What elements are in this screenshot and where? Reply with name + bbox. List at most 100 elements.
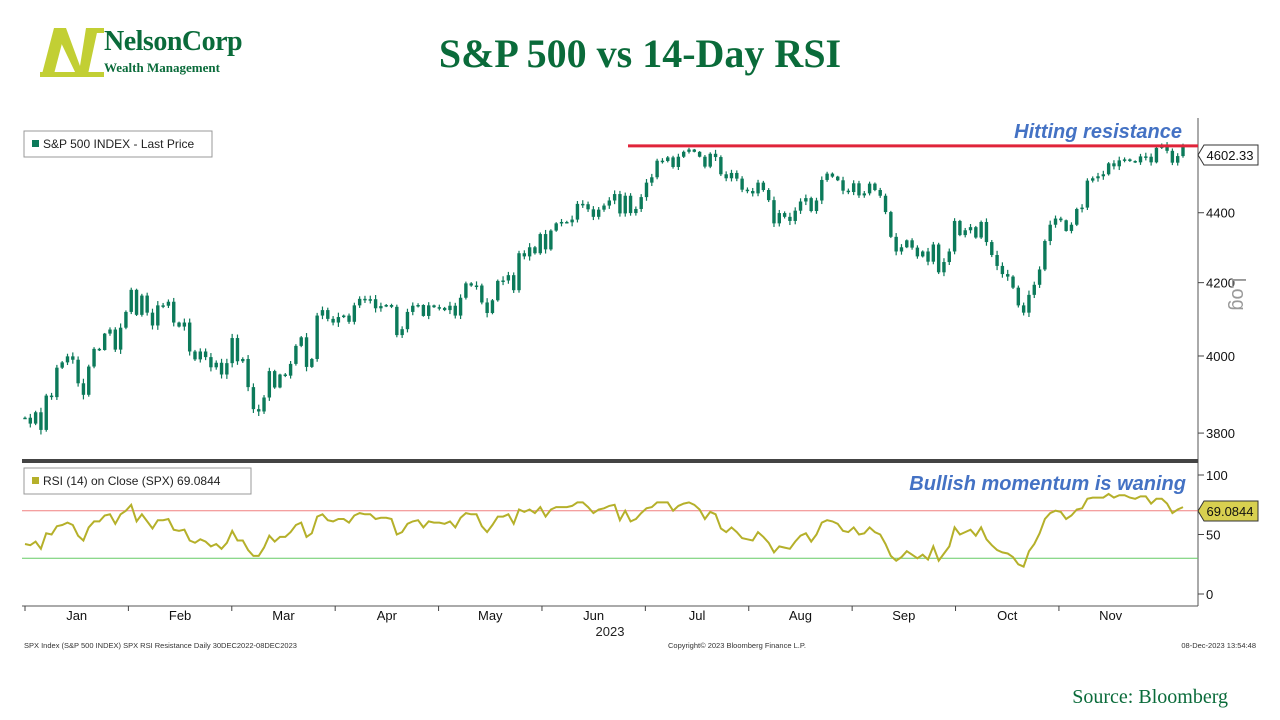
price-bar-body (729, 172, 734, 179)
price-bar-body (214, 362, 218, 368)
price-bar-body (889, 212, 893, 237)
price-bar-body (1154, 147, 1159, 163)
price-bar-body (634, 208, 638, 214)
price-last-value: 4602.33 (1207, 148, 1254, 163)
price-bar-body (517, 253, 521, 291)
price-bar-body (575, 203, 580, 220)
price-bar-body (533, 247, 537, 254)
price-bar-body (899, 247, 904, 252)
price-bar-body (740, 178, 744, 190)
price-bar-body (304, 337, 309, 367)
price-bar-body (182, 322, 187, 327)
price-bar-body (129, 289, 133, 312)
price-bar-body (161, 305, 165, 307)
price-bar-body (756, 182, 760, 194)
price-bar-body (490, 300, 495, 314)
price-bar-body (581, 203, 585, 206)
price-bar-body (198, 351, 202, 360)
price-bar-body (172, 301, 176, 323)
price-bar-body (655, 160, 659, 178)
price-bar-body (894, 236, 898, 252)
price-bar-body (33, 412, 38, 424)
price-bar-body (644, 182, 649, 198)
price-bar-body (1037, 269, 1042, 285)
price-bar-body (921, 251, 925, 257)
price-bar-body (549, 230, 553, 250)
price-bar-body (225, 363, 229, 375)
price-bar-body (867, 183, 872, 194)
x-tick-label: Sep (892, 608, 915, 623)
price-bar-body (766, 190, 771, 201)
x-tick-label: Aug (789, 608, 812, 623)
price-bar-body (150, 312, 155, 326)
x-tick-label: Jan (66, 608, 87, 623)
price-bar-body (1101, 174, 1106, 177)
price-bar-body (453, 305, 457, 316)
price-bar-body (926, 251, 930, 262)
price-bar-body (687, 149, 691, 152)
price-bar-body (968, 227, 973, 231)
price-bar-body (1059, 218, 1063, 221)
price-bar-body (878, 190, 882, 196)
nelsoncorp-logo: NelsonCorp Wealth Management (40, 26, 250, 82)
price-bar-body (846, 190, 851, 193)
price-bar-body (942, 262, 946, 273)
x-axis: Jan Feb Mar Apr May Jun Jul Aug Sep Oct Nov (24, 606, 1123, 623)
price-bar-body (910, 240, 914, 248)
price-bar-body (666, 157, 670, 162)
price-bar-body (342, 315, 346, 318)
price-bar-body (1175, 156, 1180, 163)
price-bar-body (554, 223, 558, 231)
price-bar-body (373, 299, 378, 309)
price-bar-body (963, 230, 967, 236)
price-bar-body (825, 173, 829, 180)
price-bar-body (570, 219, 574, 223)
price-bar-body (102, 333, 107, 350)
price-bar-body (788, 216, 792, 221)
price-bar-body (1112, 163, 1116, 167)
log-scale-label: Log (1227, 277, 1249, 310)
price-bar-body (315, 315, 319, 359)
rsi-legend-swatch (32, 477, 39, 484)
page-title: S&P 500 vs 14-Day RSI (438, 31, 842, 76)
price-bar-body (713, 153, 718, 158)
price-bar-body (628, 195, 633, 214)
bloomberg-chart: Hitting resistance Bullish momentum is w… (22, 118, 1259, 639)
price-bar-body (1027, 294, 1031, 313)
price-bar-body (246, 358, 250, 388)
price-bar-body (272, 371, 277, 388)
price-bar-body (177, 322, 181, 327)
price-legend-swatch (32, 140, 39, 147)
price-bar-body (124, 311, 128, 328)
price-bar-body (257, 409, 261, 412)
price-bar-body (416, 305, 420, 307)
price-bar-body (984, 221, 989, 243)
price-bar-body (809, 198, 813, 212)
price-bar-body (458, 297, 463, 316)
price-bar-body (251, 387, 256, 410)
logo-n-icon (40, 28, 104, 77)
price-bar-body (979, 221, 983, 238)
footer-center: Copyright© 2023 Bloomberg Finance L.P. (668, 641, 806, 650)
price-bar-body (1144, 156, 1148, 158)
price-bar-body (464, 283, 468, 298)
price-bar-body (990, 242, 994, 255)
price-y-tick-label: 4400 (1206, 206, 1235, 221)
price-bar-body (1021, 305, 1026, 313)
price-bar-body (602, 205, 606, 210)
price-bar-body (1090, 178, 1095, 181)
price-bar-body (596, 209, 601, 217)
price-bar-body (1053, 218, 1058, 225)
price-bar-body (496, 280, 500, 301)
rsi-last-value-tag: 69.0844 (1197, 500, 1259, 522)
price-bar-body (480, 285, 484, 303)
rsi-y-tick-label: 50 (1206, 528, 1220, 543)
price-bar-body (671, 157, 675, 167)
price-bar-body (735, 172, 739, 179)
rsi-legend: RSI (14) on Close (SPX) 69.0844 (23, 467, 252, 495)
price-bar-body (1075, 208, 1079, 225)
price-bar-body (527, 247, 532, 257)
price-bar-body (761, 182, 766, 191)
price-bar-body (708, 153, 712, 167)
price-bar-body (830, 173, 835, 177)
